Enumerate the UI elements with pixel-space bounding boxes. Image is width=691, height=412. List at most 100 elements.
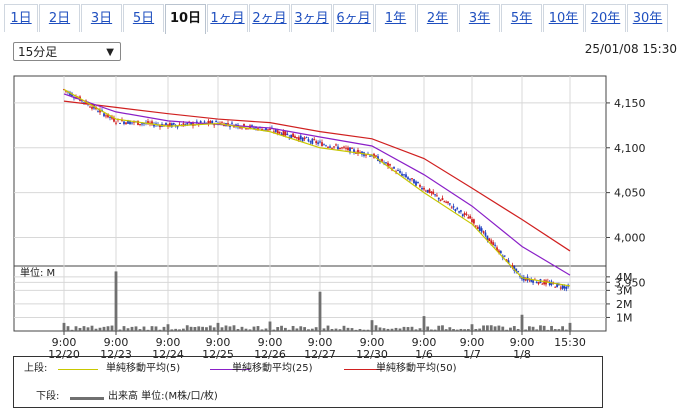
volume-bar [303, 327, 307, 331]
volume-bar [244, 328, 248, 331]
tab-4[interactable]: 10日 [165, 4, 206, 35]
candle-body [430, 191, 433, 194]
tab-1[interactable]: 2日 [39, 4, 80, 32]
volume-bar [358, 328, 362, 331]
x-date-label: 12/24 [152, 348, 184, 361]
volume-bar [260, 329, 264, 331]
volume-bar [444, 329, 448, 331]
volume-bar [505, 329, 509, 331]
tab-14[interactable]: 20年 [585, 4, 626, 32]
candle-body [413, 179, 415, 184]
chevron-down-icon: ▼ [106, 47, 114, 58]
x-date-label: 1/7 [463, 348, 481, 361]
candle-body [329, 146, 331, 148]
volume-bar [102, 326, 106, 331]
candle-body [115, 122, 117, 124]
candle-body [454, 209, 457, 211]
candle-body [282, 130, 285, 137]
volume-bar [181, 328, 185, 331]
volume-bar [482, 325, 485, 331]
tab-2[interactable]: 3日 [81, 4, 122, 32]
tab-5[interactable]: 1ヶ月 [207, 4, 248, 32]
x-date-label: 12/25 [202, 348, 234, 361]
volume-bar [138, 329, 142, 331]
candle-body [381, 159, 383, 162]
candle-body [143, 123, 145, 125]
candle-body [178, 124, 181, 126]
tab-0[interactable]: 1日 [4, 4, 38, 32]
candle-body [286, 133, 289, 136]
volume-bar [280, 325, 283, 331]
candle-body [337, 146, 339, 150]
tab-3[interactable]: 5日 [123, 4, 164, 32]
volume-bar [535, 329, 539, 331]
volume-bar [390, 328, 394, 331]
candle-body [537, 282, 540, 284]
candle-body [251, 125, 253, 127]
tab-9[interactable]: 1年 [375, 4, 416, 32]
tab-12[interactable]: 5年 [501, 4, 542, 32]
candle-body [351, 147, 353, 149]
candle-body [511, 264, 514, 268]
candle-body [524, 279, 527, 281]
volume-bar [527, 326, 531, 331]
volume-tick-label: 1M [616, 311, 633, 324]
tab-6[interactable]: 2ヶ月 [249, 4, 290, 32]
candle-body [476, 227, 479, 229]
candle-body [554, 286, 557, 288]
candle-body [486, 235, 489, 241]
candle-body [556, 283, 558, 288]
candle-body [432, 191, 435, 195]
tab-11[interactable]: 3年 [459, 4, 500, 32]
candle-body [227, 123, 229, 125]
interval-select-value: 15分足 [18, 45, 58, 59]
candle-body [103, 113, 105, 117]
candle-body [565, 287, 568, 290]
candle-body [445, 201, 448, 203]
volume-bar [134, 326, 138, 331]
candle-body [280, 133, 283, 136]
volume-bar [283, 327, 287, 331]
legend-volume-swatch [70, 397, 104, 400]
volume-bar [299, 326, 303, 331]
volume-bar [542, 325, 546, 331]
candle-body [423, 187, 425, 190]
volume-bar [455, 329, 459, 331]
tab-7[interactable]: 3ヶ月 [291, 4, 332, 32]
interval-select[interactable]: 15分足 ▼ [13, 42, 121, 61]
tab-8[interactable]: 6ヶ月 [333, 4, 374, 32]
volume-bar [550, 325, 553, 331]
legend-upper-label: 上段: [24, 363, 48, 374]
tab-13[interactable]: 10年 [543, 4, 584, 32]
candle-body [165, 122, 167, 126]
ma25-line [63, 93, 571, 276]
legend-ma5: 単純移動平均(5) [106, 363, 181, 374]
tab-10[interactable]: 2年 [417, 4, 458, 32]
volume-bar [362, 329, 366, 331]
candle-body [99, 109, 101, 113]
candle-body [478, 226, 481, 231]
volume-bar [310, 328, 314, 331]
volume-bar [106, 326, 110, 331]
candle-body [190, 122, 192, 125]
volume-bar [268, 321, 272, 331]
volume-bar [512, 326, 516, 331]
candle-body [401, 173, 403, 176]
candle-body [147, 121, 149, 124]
candle-body [421, 188, 423, 190]
candle-body [437, 197, 440, 200]
volume-bar [291, 325, 295, 331]
volume-tick-label: 4M [616, 271, 633, 284]
candle-body [448, 203, 451, 205]
tab-15[interactable]: 30年 [627, 4, 668, 32]
price-tick-label: 4,100 [614, 142, 646, 155]
candle-body [141, 123, 143, 125]
volume-bar [130, 326, 134, 331]
volume-bar [154, 326, 158, 331]
volume-bar [485, 325, 489, 331]
price-tick-label: 4,150 [614, 97, 646, 110]
candle-body [263, 129, 265, 131]
period-tabs: 1日 2日 3日 5日 10日 1ヶ月 2ヶ月 3ヶ月 6ヶ月 1年 2年 3年 5年 10年 20年 30年 [0, 0, 691, 35]
volume-bar [307, 329, 310, 331]
